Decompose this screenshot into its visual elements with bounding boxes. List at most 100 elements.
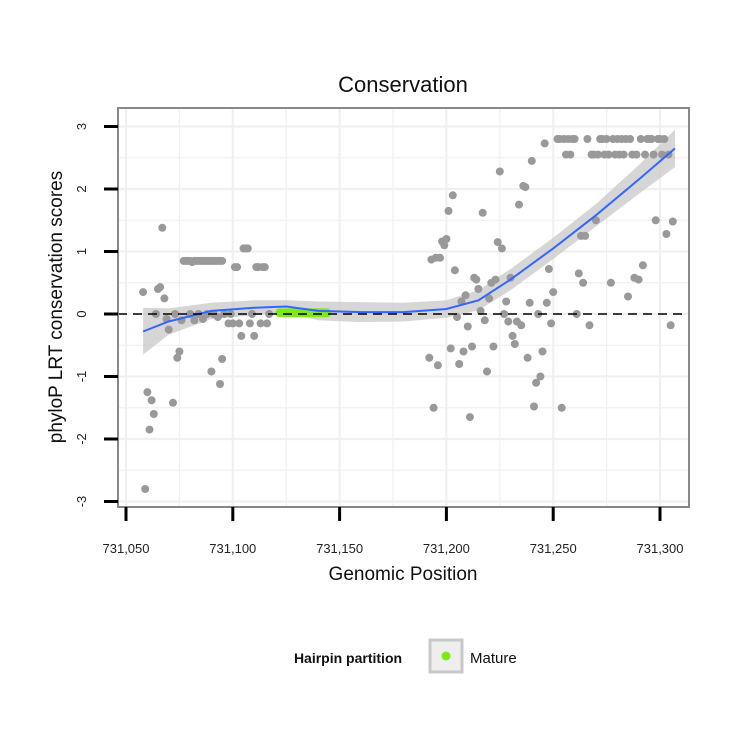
y-tick-label: -1: [74, 371, 89, 383]
data-point: [256, 319, 265, 328]
data-point: [141, 485, 150, 493]
data-point: [483, 367, 491, 376]
data-point: [510, 340, 519, 348]
y-tick-label: -3: [74, 496, 89, 508]
data-point: [461, 291, 470, 300]
data-point: [260, 263, 269, 272]
data-point: [489, 342, 498, 351]
data-point: [243, 244, 252, 253]
data-point: [497, 244, 506, 253]
data-point: [636, 135, 645, 143]
data-point: [433, 361, 442, 370]
data-point: [237, 331, 246, 340]
data-point: [436, 253, 444, 262]
data-point: [149, 410, 158, 418]
smooth-line-layer: [142, 147, 676, 333]
data-point: [448, 191, 457, 200]
data-point: [169, 398, 177, 407]
data-point: [455, 360, 464, 368]
data-point: [504, 317, 513, 326]
data-point: [245, 319, 254, 328]
data-point: [660, 135, 669, 143]
x-tick-label: 731,200: [423, 541, 470, 556]
data-point: [649, 150, 658, 159]
data-point: [444, 206, 453, 215]
data-point: [459, 347, 468, 356]
data-point: [446, 344, 455, 353]
data-point: [478, 208, 487, 217]
y-tick-label: 0: [74, 310, 89, 317]
data-point: [468, 342, 476, 351]
data-point: [263, 319, 271, 328]
data-point: [495, 167, 504, 176]
data-point: [450, 266, 459, 275]
data-point: [502, 297, 511, 306]
data-point: [164, 325, 173, 334]
data-point: [538, 347, 547, 356]
data-point: [429, 403, 438, 412]
data-point: [472, 275, 481, 284]
data-point: [248, 310, 256, 318]
data-point: [624, 292, 632, 301]
data-point: [207, 367, 216, 376]
data-point: [604, 150, 613, 159]
panel-border: [117, 107, 690, 508]
data-point: [143, 388, 152, 397]
data-point: [213, 313, 222, 322]
confidence-ribbon-layer: [143, 129, 676, 355]
data-point: [218, 355, 227, 363]
data-point: [442, 235, 451, 243]
data-point: [250, 331, 259, 340]
x-tick-label: 731,250: [530, 541, 577, 556]
data-point: [425, 353, 434, 362]
axes: 731,050 731,100 731,150 731,200 731,250 731,3…: [74, 123, 684, 556]
data-point: [147, 396, 156, 405]
data-point: [493, 238, 502, 247]
data-point: [606, 278, 615, 287]
data-point: [145, 425, 154, 434]
data-point: [485, 294, 494, 303]
data-point: [641, 150, 649, 159]
legend: Hairpin partition Mature: [294, 638, 517, 674]
data-point: [662, 230, 671, 238]
x-tick-label: 731,100: [209, 541, 256, 556]
data-point: [480, 316, 489, 325]
data-point: [574, 269, 583, 278]
confidence-ribbon: [143, 129, 676, 355]
data-point: [171, 310, 180, 318]
smooth-trend-line: [142, 147, 676, 333]
data-point: [532, 378, 541, 387]
data-point: [666, 321, 675, 330]
mature-point: [322, 308, 332, 318]
data-point: [500, 310, 509, 318]
data-point: [594, 150, 603, 159]
data-point: [549, 288, 558, 297]
data-point: [453, 313, 462, 322]
x-tick-label: 731,150: [316, 541, 363, 556]
x-tick-label: 731,300: [637, 541, 684, 556]
data-point: [626, 135, 635, 143]
data-point: [228, 319, 237, 328]
data-point: [465, 413, 474, 422]
data-point: [619, 150, 628, 159]
data-point: [474, 285, 483, 293]
data-point: [515, 200, 523, 209]
data-point: [491, 275, 500, 284]
data-point: [602, 135, 611, 143]
data-point: [579, 278, 588, 287]
data-point: [638, 261, 647, 270]
data-point: [651, 216, 660, 225]
data-point: [463, 322, 472, 331]
y-tick-label: 1: [74, 248, 89, 255]
data-point: [139, 288, 148, 297]
chart-title: Conservation: [338, 72, 468, 97]
data-point: [233, 263, 242, 272]
data-point: [517, 321, 526, 330]
data-point: [632, 150, 641, 159]
y-tick-label: -2: [74, 433, 89, 445]
data-point: [523, 353, 532, 362]
data-point: [591, 216, 600, 225]
data-point: [235, 319, 244, 328]
data-point: [521, 183, 530, 192]
